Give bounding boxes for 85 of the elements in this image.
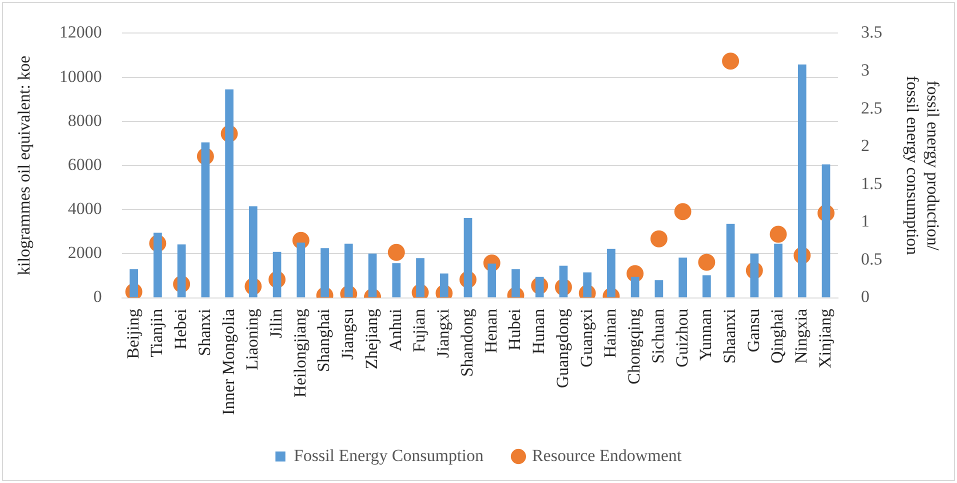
x-tick-label: Shandong	[457, 308, 476, 377]
x-tick-label: Hebei	[171, 308, 190, 350]
point	[388, 244, 405, 261]
bar	[130, 269, 138, 298]
bar	[177, 244, 186, 298]
x-tick-label: Yunnan	[696, 308, 716, 361]
bar	[774, 244, 782, 298]
x-tick-label: Jilin	[266, 308, 286, 338]
point	[770, 226, 787, 243]
x-tick-label: Xinjiang	[815, 308, 834, 368]
y-tick-label: 0	[93, 287, 102, 306]
bar	[416, 258, 424, 298]
x-tick-label: Gansu	[744, 308, 763, 352]
y-tick-label: 12000	[59, 22, 102, 42]
y2-tick-label: 0.5	[860, 249, 882, 268]
x-tick-label: Inner Mongolia	[218, 308, 238, 416]
bar	[225, 89, 234, 298]
y2-axis-title: fossil energy production/ fossil energy consumption	[902, 76, 942, 256]
bar	[440, 274, 448, 298]
y2-tick-label: 2	[860, 136, 870, 156]
x-tick-label: Jiangxi	[434, 308, 453, 358]
x-tick-label: Jiangsu	[338, 308, 358, 360]
x-tick-label: Chongqing	[624, 308, 644, 384]
point	[674, 203, 692, 220]
y2-tick-label: 3.5	[860, 22, 882, 42]
point	[722, 52, 740, 70]
bar	[726, 224, 735, 298]
x-tick-label: Qinghai	[768, 308, 787, 364]
y2-tick-label: 3	[860, 60, 870, 80]
bar	[344, 244, 353, 298]
bar	[272, 252, 282, 298]
x-tick-label: Shanghai	[314, 308, 334, 372]
point	[698, 254, 716, 271]
y2-tick-label: 1	[860, 212, 870, 231]
y2-tick-label: 2.5	[860, 98, 882, 118]
x-tick-label: Guangdong	[552, 308, 572, 388]
x-tick-label: Tianjin	[147, 308, 166, 358]
bar	[702, 275, 711, 298]
bar	[678, 258, 687, 298]
bar	[488, 264, 496, 298]
x-tick-label: Guizhou	[672, 308, 692, 368]
y-tick-label: 6000	[68, 154, 102, 174]
x-tick-label: Ningxia	[792, 308, 811, 364]
y-tick-label: 8000	[68, 110, 102, 130]
bar	[512, 269, 520, 298]
bar	[464, 218, 472, 298]
bar	[798, 64, 806, 298]
x-tick-label: Shanxi	[194, 308, 214, 356]
x-tick-label: Hainan	[600, 308, 620, 358]
x-tick-label: Anhui	[386, 308, 405, 352]
y2-tick-label: 0	[860, 287, 870, 306]
bar	[320, 248, 329, 298]
bar	[154, 232, 162, 298]
y-tick-label: 10000	[59, 66, 102, 86]
y-tick-label: 4000	[68, 199, 102, 218]
bar	[583, 272, 592, 298]
x-tick-label: Beijing	[123, 308, 142, 359]
point	[650, 230, 668, 248]
bar	[822, 164, 830, 298]
bar	[368, 254, 377, 298]
legend-label: Fossil Energy Consumption	[294, 446, 484, 465]
x-tick-label: Henan	[481, 308, 500, 354]
y-tick-label: 2000	[68, 243, 102, 262]
x-tick-label: Sichuan	[648, 308, 668, 364]
bar	[392, 263, 401, 298]
bar	[654, 280, 664, 298]
x-tick-label: Shaanxi	[720, 308, 740, 364]
bar	[249, 206, 258, 298]
legend-label: Resource Endowment	[532, 446, 682, 465]
x-tick-label: Hubei	[505, 308, 524, 350]
bar	[630, 276, 640, 298]
y2-tick-label: 1.5	[860, 174, 882, 193]
bar	[535, 276, 544, 298]
bar	[750, 254, 759, 298]
y-axis-title: kilogrammes oil equivalent: koe	[14, 56, 34, 276]
bar	[607, 248, 616, 298]
x-tick-label: Heilongjiang	[290, 308, 310, 398]
x-tick-label: Guangxi	[576, 308, 596, 368]
x-tick-label: Zhejiang	[362, 308, 381, 370]
x-tick-label: Liaoning	[242, 308, 262, 370]
bar	[201, 142, 210, 298]
x-tick-label: Fujian	[410, 308, 429, 352]
bar	[296, 242, 306, 298]
x-tick-label: Hunan	[529, 308, 548, 354]
bar	[559, 266, 568, 298]
